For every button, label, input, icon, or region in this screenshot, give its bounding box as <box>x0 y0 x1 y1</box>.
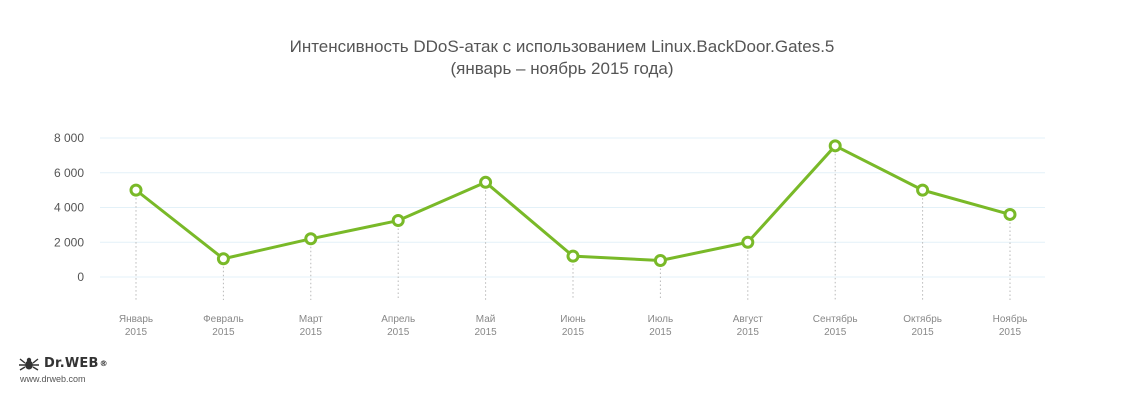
x-tick-label: Ноябрь 2015 <box>993 313 1028 338</box>
data-point[interactable] <box>566 249 580 263</box>
data-point[interactable] <box>828 139 842 153</box>
data-point[interactable] <box>653 253 667 267</box>
logo-text: Dr.WEB <box>44 356 99 371</box>
series-line-path <box>134 144 1012 262</box>
y-tick-label: 4 000 <box>54 201 84 215</box>
x-tick-label: Сентябрь 2015 <box>813 313 858 338</box>
logo-url: www.drweb.com <box>20 374 86 384</box>
x-tick-label: Май 2015 <box>474 314 497 338</box>
x-guide-lines <box>135 145 1011 300</box>
drweb-logo[interactable]: Dr.WEB ® www.drweb.com <box>18 356 108 384</box>
x-tick-label: Июль 2015 <box>648 314 674 338</box>
spider-icon <box>19 357 39 371</box>
x-tick-label: Август 2015 <box>733 314 764 338</box>
chart-title-line-2: (январь – ноябрь 2015 года) <box>450 59 674 78</box>
data-point[interactable] <box>1003 207 1017 221</box>
x-tick-label: Июнь 2015 <box>560 314 585 338</box>
y-tick-label: 2 000 <box>54 235 84 249</box>
chart-title-line-1: Интенсивность DDoS-атак с использованием… <box>289 37 835 56</box>
y-axis-tick-labels: 0 2 000 4 000 6 000 8 000 <box>54 131 84 284</box>
data-point[interactable] <box>129 183 143 197</box>
series-line <box>134 144 1012 262</box>
x-tick-label: Март 2015 <box>299 314 323 338</box>
data-point[interactable] <box>391 214 405 228</box>
data-point[interactable] <box>916 183 930 197</box>
series-points <box>129 139 1017 267</box>
x-tick-label: Октябрь 2015 <box>903 313 942 338</box>
y-tick-label: 6 000 <box>54 166 84 180</box>
chart-title: Интенсивность DDoS-атак с использованием… <box>0 36 1124 80</box>
data-point[interactable] <box>304 232 318 246</box>
x-tick-label: Январь 2015 <box>119 314 153 338</box>
data-point[interactable] <box>216 252 230 266</box>
y-tick-label: 8 000 <box>54 131 84 145</box>
x-tick-label: Апрель 2015 <box>381 314 415 338</box>
data-point[interactable] <box>479 175 493 189</box>
x-axis-tick-labels: Январь 2015 Февраль 2015 Март 2015 Апрель 2015 М… <box>119 313 1027 338</box>
registered-mark: ® <box>99 359 108 368</box>
data-point[interactable] <box>741 235 755 249</box>
y-tick-label: 0 <box>77 270 84 284</box>
x-tick-label: Февраль 2015 <box>203 314 244 338</box>
